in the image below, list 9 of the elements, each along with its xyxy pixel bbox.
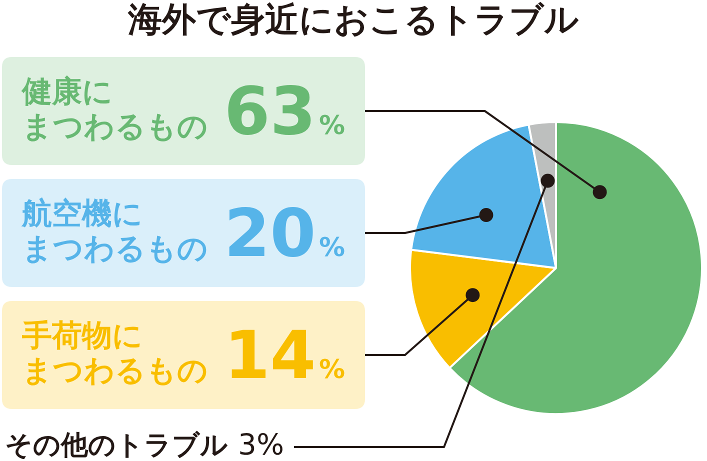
data-label: 63% bbox=[224, 73, 345, 152]
data-label: 20% bbox=[224, 195, 345, 274]
data-label: 14% bbox=[224, 317, 345, 396]
slice-label: 健康にまつわるもの bbox=[21, 74, 208, 144]
slice-label: 手荷物にまつわるもの bbox=[21, 318, 208, 388]
slice-label: その他のトラブル bbox=[5, 430, 228, 461]
data-label: 3% bbox=[238, 428, 284, 461]
slice-label: 航空機にまつわるもの bbox=[21, 196, 208, 266]
chart-title: 海外で身近におこるトラブル bbox=[127, 0, 579, 40]
